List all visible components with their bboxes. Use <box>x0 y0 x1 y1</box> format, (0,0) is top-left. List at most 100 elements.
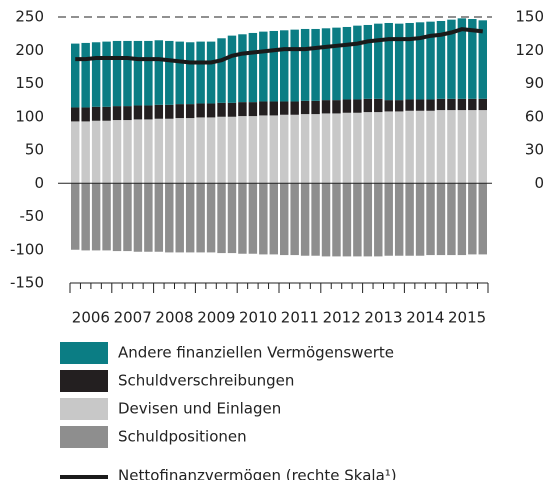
bar-segment <box>175 41 184 105</box>
legend-label: Devisen und Einlagen <box>118 400 281 418</box>
bar-segment <box>112 106 122 121</box>
bar-segment <box>154 118 164 184</box>
y-tick-label: 250 <box>15 8 44 26</box>
bar-segment <box>353 25 362 100</box>
bar-segment <box>332 100 341 114</box>
bar-segment <box>300 28 310 101</box>
bar-segment <box>415 110 425 184</box>
bar-segment <box>206 183 216 253</box>
bar-segment <box>259 115 268 184</box>
bar-segment <box>342 26 352 100</box>
bar-segment <box>311 114 320 184</box>
bar-segment <box>81 107 90 122</box>
bar-segment <box>81 42 90 108</box>
bar-segment <box>457 18 467 99</box>
legend-swatch <box>60 370 108 392</box>
y-tick-label: 200 <box>15 41 44 59</box>
bar-segment <box>457 183 467 256</box>
bar-segment <box>248 102 258 117</box>
bar-segment <box>175 183 184 253</box>
bar-segment <box>436 183 446 256</box>
bar-segment <box>290 183 299 256</box>
bar-segment <box>133 105 143 120</box>
bar-segment <box>91 42 101 107</box>
bar-segment <box>165 118 174 184</box>
bar-segment <box>91 120 101 184</box>
bar-segment <box>468 18 477 99</box>
bar-segment <box>290 29 299 102</box>
line-series <box>75 27 483 65</box>
bar-segment <box>81 121 90 184</box>
y-tick-label: 0 <box>34 174 44 192</box>
x-tick-label: 2009 <box>197 309 235 327</box>
bar-segment <box>280 30 289 102</box>
bar-segment <box>311 183 320 256</box>
legend-swatch <box>60 342 108 364</box>
y-tick-label: -50 <box>20 207 45 225</box>
bar-segment <box>280 114 289 184</box>
y-tick-label: 50 <box>25 141 44 159</box>
bar-segment <box>447 110 456 184</box>
bar-segment <box>133 183 143 252</box>
y-tick-label: -150 <box>10 274 44 292</box>
bar-segment <box>196 117 205 184</box>
bar-segment <box>175 104 184 119</box>
bar-segment <box>206 103 216 118</box>
bar-segment <box>478 20 487 99</box>
bar-segment <box>144 40 153 106</box>
x-tick-label: 2006 <box>72 309 110 327</box>
bar-segment <box>185 42 195 105</box>
bar-segment <box>394 100 404 112</box>
bar-segment <box>248 32 258 103</box>
bar-segment <box>374 183 383 257</box>
bar-segment <box>196 183 205 253</box>
y2-tick-label: 30 <box>525 141 544 159</box>
legend-swatch <box>60 426 108 448</box>
bar-segment <box>259 31 268 102</box>
bar-segment <box>280 101 289 115</box>
bar-segment <box>342 112 352 184</box>
bar-segment <box>436 110 446 184</box>
bar-segment <box>405 183 414 256</box>
bar-segment <box>457 98 467 111</box>
bar-segment <box>269 101 278 116</box>
bar-segment <box>321 100 331 114</box>
bar-segment <box>165 40 174 105</box>
bar-segment <box>457 110 467 184</box>
bar-segment <box>353 99 362 113</box>
bar-segment <box>248 116 258 184</box>
y-tick-label: 100 <box>15 107 44 125</box>
bar-segment <box>384 22 393 101</box>
bar-segment <box>217 38 226 103</box>
bar-segment <box>436 20 446 99</box>
bar-segment <box>238 102 247 117</box>
bar-segment <box>332 113 341 184</box>
bar-segment <box>154 183 164 252</box>
bar-segment <box>342 99 352 113</box>
bar-segment <box>81 183 90 251</box>
bar-segment <box>123 106 132 121</box>
bar-segment <box>269 30 278 102</box>
bar-segment <box>217 116 226 184</box>
bar-segment <box>384 111 393 184</box>
y2-tick-label: 0 <box>534 174 544 192</box>
bar-segment <box>133 40 143 106</box>
bar-segment <box>426 183 435 256</box>
bar-segment <box>394 183 404 256</box>
bar-segment <box>405 22 414 100</box>
x-tick-label: 2007 <box>114 309 152 327</box>
bar-segment <box>478 183 487 255</box>
bar-segment <box>71 43 80 108</box>
bar-segment <box>133 119 143 184</box>
bar-segment <box>175 118 184 184</box>
bar-segment <box>321 113 331 184</box>
bar-segment <box>91 106 101 121</box>
bar-segment <box>154 104 164 119</box>
bar-segment <box>123 183 132 252</box>
bar-segment <box>300 100 310 115</box>
bar-segment <box>112 40 122 107</box>
y-tick-label: -100 <box>10 240 44 258</box>
bar-segment <box>478 98 487 111</box>
x-tick-label: 2012 <box>323 309 361 327</box>
bar-segment <box>363 98 373 113</box>
